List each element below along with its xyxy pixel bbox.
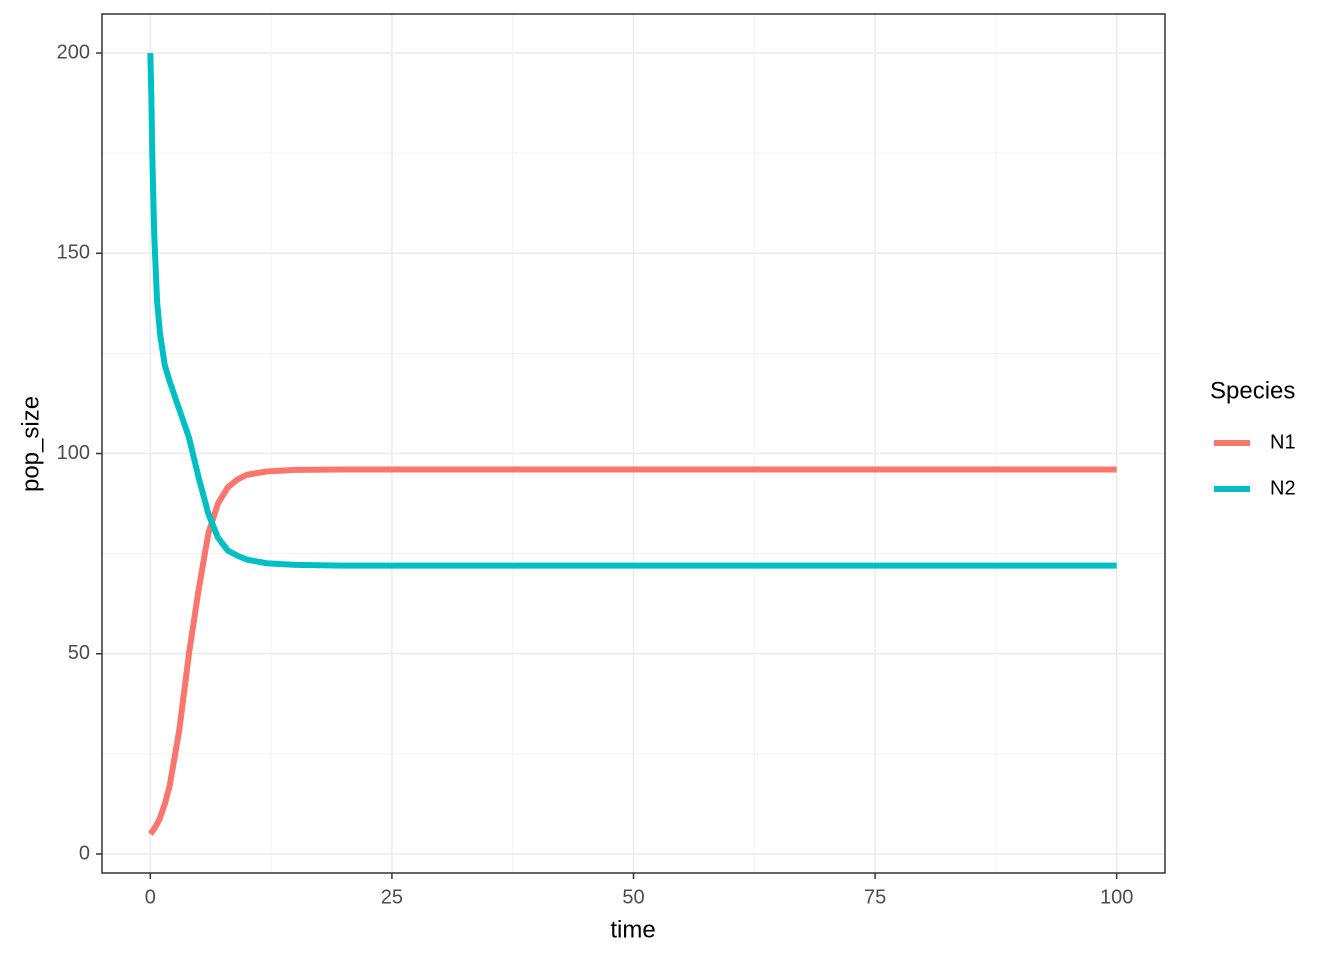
x-tick-label: 50 (622, 886, 644, 908)
panel-border (101, 13, 1166, 874)
legend-label: N2 (1270, 477, 1296, 499)
y-tick-label: 100 (57, 442, 90, 464)
y-tick-label: 150 (57, 242, 90, 264)
y-axis-title: pop_size (17, 396, 44, 492)
y-tick-label: 0 (79, 842, 90, 864)
legend-label: N1 (1270, 431, 1296, 453)
x-tick-label: 25 (381, 886, 403, 908)
x-axis-title: time (610, 916, 655, 943)
x-tick-label: 100 (1100, 886, 1133, 908)
x-tick-label: 0 (145, 886, 156, 908)
data-line (147, 52, 1117, 569)
data-line (147, 466, 1117, 836)
x-tick-label: 75 (864, 886, 886, 908)
y-tick-label: 200 (57, 41, 90, 63)
y-tick-label: 50 (68, 642, 90, 664)
legend-title: Species (1210, 377, 1295, 404)
